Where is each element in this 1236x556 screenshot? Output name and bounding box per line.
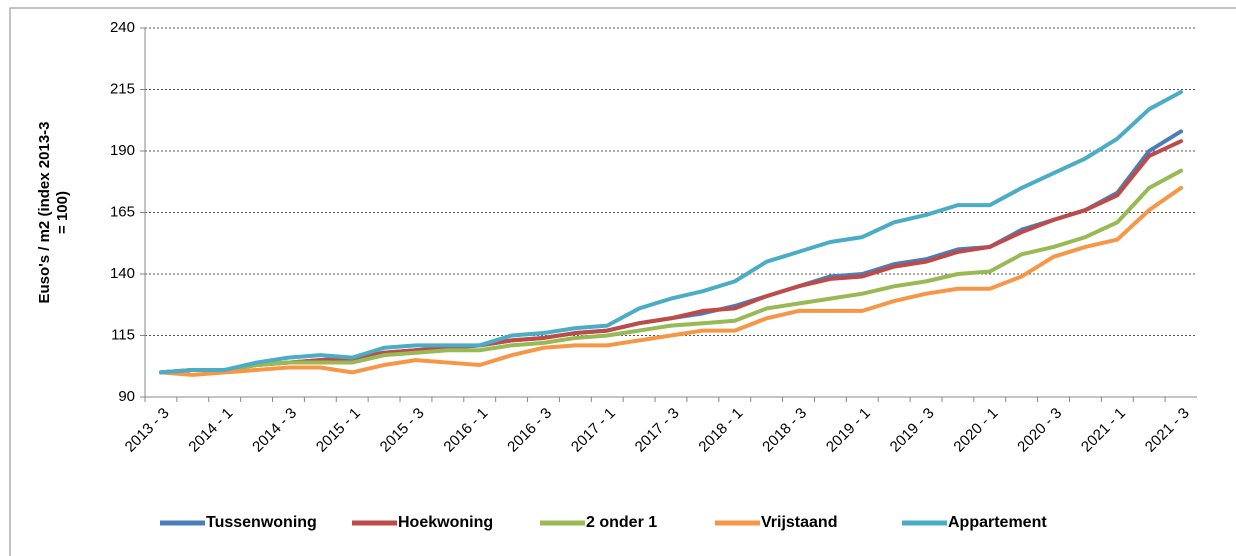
x-tick-label: 2016 - 3	[504, 405, 555, 456]
series-line	[158, 168, 1184, 375]
x-tick-label: 2019 - 3	[887, 405, 938, 456]
y-tick-label: 215	[110, 80, 135, 97]
x-tick-label: 2014 - 1	[185, 405, 236, 456]
y-axis-label: Euso's / m2 (index 2013-3	[36, 122, 53, 304]
y-tick-label: 115	[111, 326, 135, 343]
y-tick-label: 165	[110, 203, 135, 220]
x-tick-label: 2018 - 3	[759, 405, 810, 456]
x-tick-label: 2020 - 3	[1014, 405, 1065, 456]
x-tick-label: 2014 - 3	[249, 405, 300, 456]
x-tick-label: 2019 - 1	[823, 405, 874, 456]
y-tick-label: 240	[110, 19, 135, 36]
x-tick-label: 2017 - 1	[568, 405, 619, 456]
y-tick-label: 190	[110, 142, 135, 159]
x-tick-label: 2017 - 3	[632, 405, 683, 456]
series-line	[158, 185, 1184, 377]
legend-label: 2 onder 1	[586, 514, 657, 531]
x-tick-label: 2021 - 3	[1142, 405, 1193, 456]
x-tick-label: 2013 - 3	[122, 405, 173, 456]
x-tick-label: 2016 - 1	[440, 405, 491, 456]
x-tick-label: 2015 - 3	[377, 405, 428, 456]
x-tick-label: 2021 - 1	[1078, 405, 1129, 456]
legend-label: Vrijstaand	[761, 514, 837, 531]
chart-frame	[9, 7, 1236, 556]
y-tick-label: 140	[110, 265, 135, 282]
x-tick-label: 2015 - 1	[313, 405, 364, 456]
x-tick-label: 2018 - 1	[695, 405, 746, 456]
y-tick-label: 90	[118, 388, 135, 405]
x-tick-label: 2020 - 1	[950, 405, 1001, 456]
legend-label: Tussenwoning	[206, 514, 317, 531]
legend-label: Appartement	[948, 514, 1047, 531]
series-line	[158, 89, 1184, 375]
y-axis-label: = 100)	[54, 191, 71, 234]
legend-label: Hoekwoning	[398, 514, 493, 531]
series-line	[158, 139, 1184, 375]
